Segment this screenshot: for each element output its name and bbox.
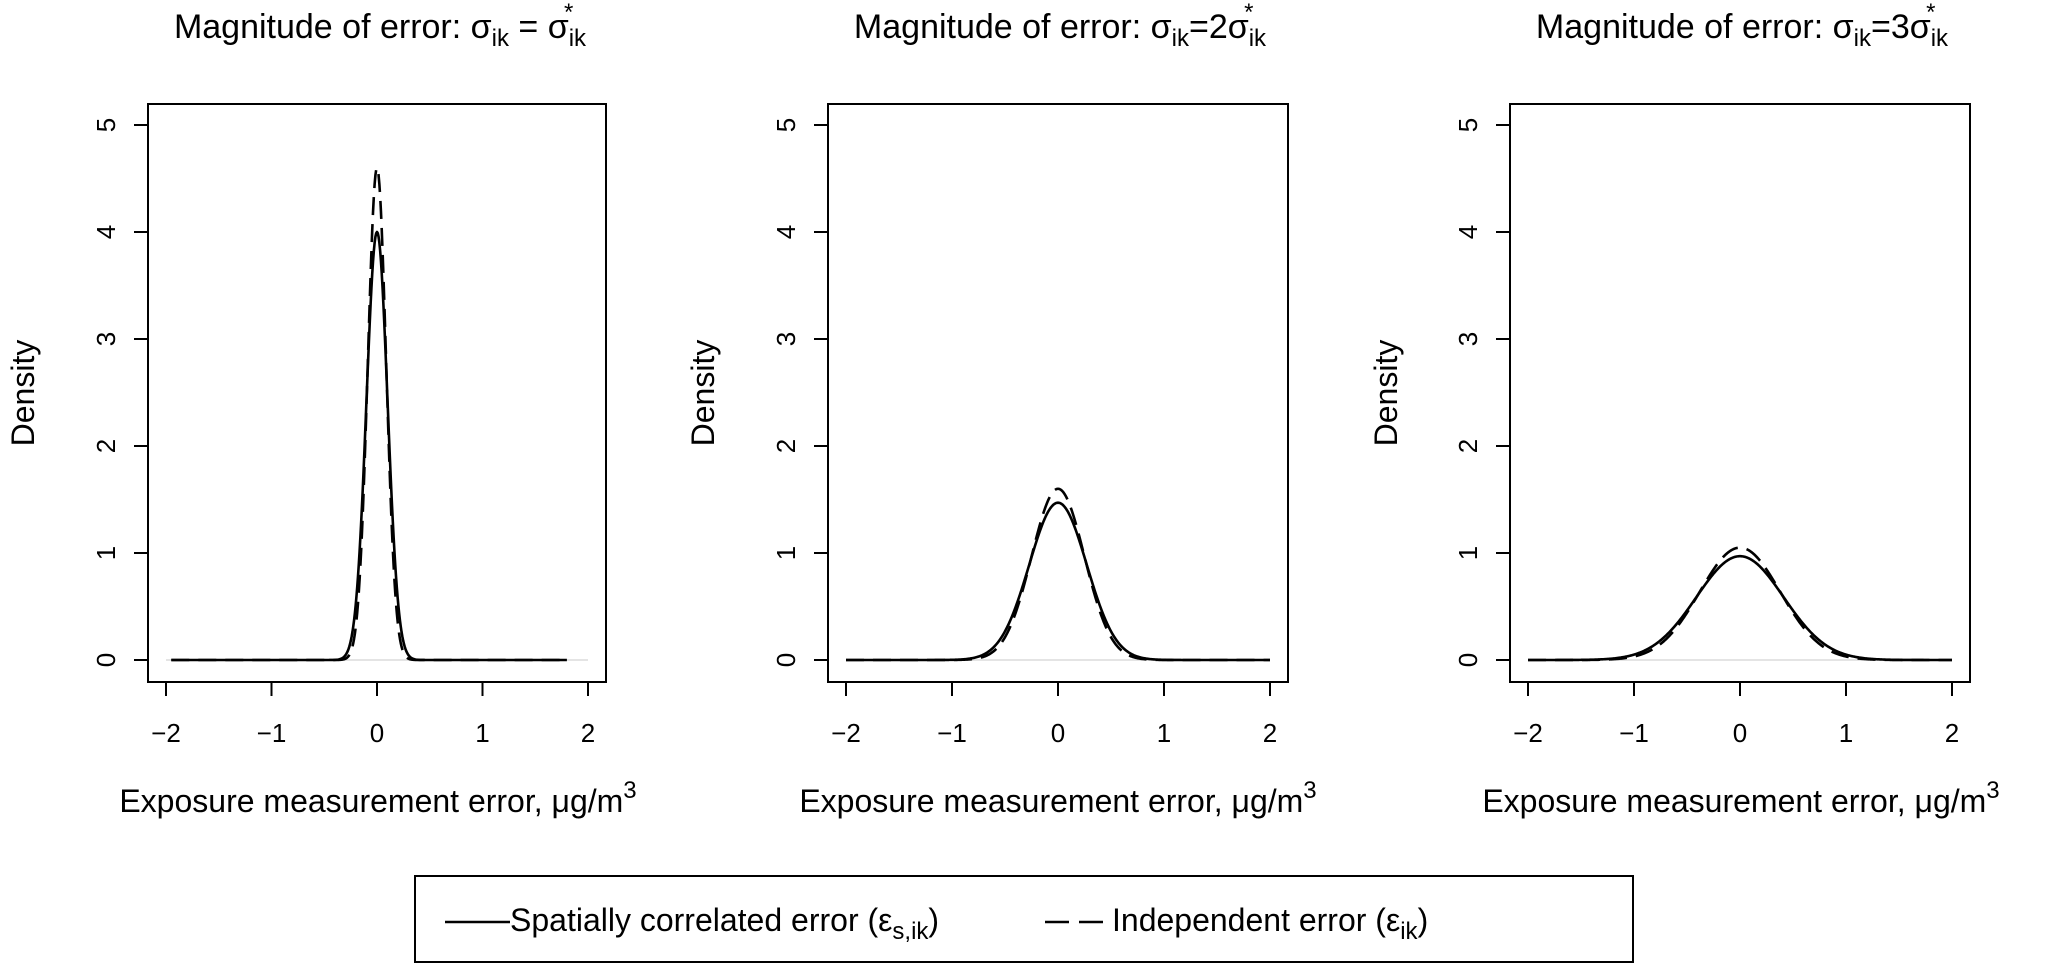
legend-label: Spatially correlated error (εs,ik) [510,902,939,945]
panel-3: Magnitude of error: σik=3σik* 0 1 2 3 4 5 −2 −1 0… [1368,0,2000,819]
x-tick-label: 1 [1839,718,1853,748]
y-tick-label: 0 [1453,653,1483,667]
y-tick-label: 5 [91,118,121,132]
x-tick-label: −2 [831,718,861,748]
x-tick-label: 1 [475,718,489,748]
plot-frame [1509,103,1971,683]
correlated-error-line [1527,554,1953,662]
plot-frame [827,103,1289,683]
x-tick-label: 0 [1051,718,1065,748]
legend: Spatially correlated error (εs,ik) Indepe… [414,875,1634,963]
independent-error-line [845,487,1271,662]
y-tick-label: 2 [1453,439,1483,453]
y-axis-label: Density [5,340,41,447]
y-tick-label: 4 [1453,225,1483,239]
y-tick-label: 2 [91,439,121,453]
panel-title: Magnitude of error: σik=2σik* [854,0,1267,52]
y-tick-label: 0 [771,653,801,667]
correlated-error-line [845,501,1271,662]
plot-frame [147,103,607,683]
x-axis-label: Exposure measurement error, μg/m3 [119,777,636,819]
panel-title: Magnitude of error: σik=3σik* [1536,0,1949,52]
legend-label: Independent error (εik) [1112,902,1428,945]
y-tick-label: 5 [1453,118,1483,132]
panel-1: Magnitude of error: σik = σik* 0 1 2 3 4 5 −2 −1… [5,0,637,819]
y-tick-label: 0 [91,653,121,667]
x-axis-label: Exposure measurement error, μg/m3 [1482,777,1999,819]
x-tick-label: −2 [151,718,181,748]
y-axis-label: Density [685,340,721,447]
x-tick-label: −1 [937,718,967,748]
x-tick-label: 0 [370,718,384,748]
y-tick-label: 1 [1453,546,1483,560]
y-tick-label: 5 [771,118,801,132]
x-tick-label: −1 [257,718,287,748]
y-tick-label: 2 [771,439,801,453]
independent-error-line [1527,546,1953,662]
y-tick-label: 4 [771,225,801,239]
legend-frame [414,875,1634,963]
panel-title: Magnitude of error: σik = σik* [174,0,587,52]
x-tick-label: 2 [581,718,595,748]
x-tick-label: 0 [1733,718,1747,748]
x-tick-label: 2 [1263,718,1277,748]
y-tick-label: 1 [771,546,801,560]
y-tick-label: 3 [91,332,121,346]
x-tick-label: −2 [1513,718,1543,748]
x-axis-label: Exposure measurement error, μg/m3 [799,777,1316,819]
y-tick-label: 3 [771,332,801,346]
x-tick-label: −1 [1619,718,1649,748]
y-tick-label: 4 [91,225,121,239]
panel-2: Magnitude of error: σik=2σik* 0 1 2 3 4 5 −2 −1 0… [685,0,1317,819]
y-axis-label: Density [1368,340,1404,447]
independent-error-line [170,166,568,662]
y-tick-label: 3 [1453,332,1483,346]
x-tick-label: 2 [1945,718,1959,748]
y-tick-label: 1 [91,546,121,560]
x-tick-label: 1 [1157,718,1171,748]
correlated-error-line [170,230,568,662]
